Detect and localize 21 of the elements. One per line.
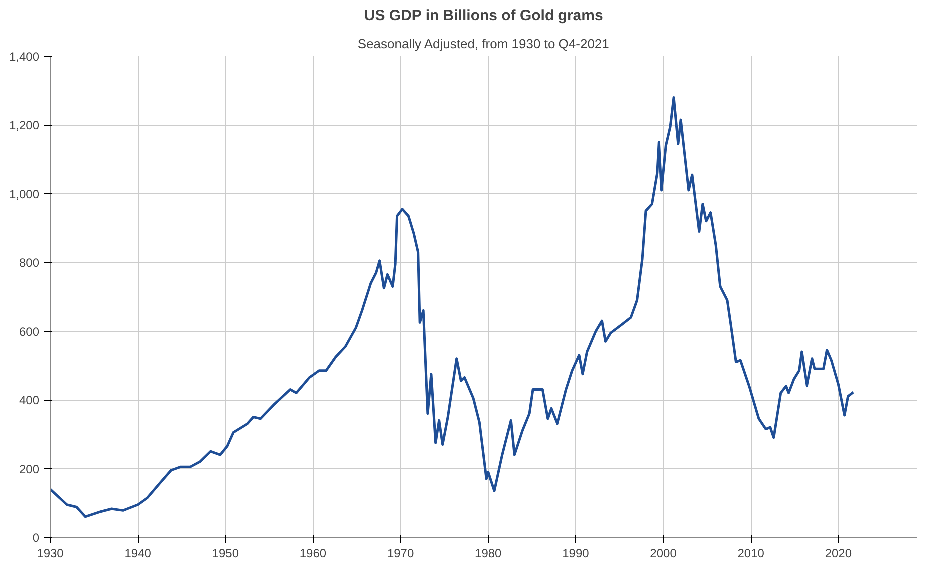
y-tick-label: 0 — [32, 531, 40, 545]
chart-title: US GDP in Billions of Gold grams — [364, 8, 604, 24]
y-tick-label: 200 — [19, 462, 40, 476]
y-tick-label: 600 — [19, 324, 40, 339]
x-tick-label: 2020 — [825, 546, 852, 560]
y-tick-label: 400 — [19, 394, 40, 408]
x-tick-label: 1960 — [300, 546, 327, 560]
x-tick-label: 1930 — [37, 546, 64, 560]
y-tick-label: 1,200 — [9, 118, 40, 133]
x-tick-label: 1990 — [562, 546, 590, 560]
line-series — [50, 96, 855, 518]
x-tick-label: 1940 — [124, 546, 152, 560]
y-tick-label: 1,400 — [9, 50, 40, 64]
x-tick-label: 1950 — [212, 546, 240, 560]
x-tick-label: 1980 — [475, 546, 502, 560]
x-tick-label: 1970 — [387, 546, 414, 560]
y-tick-label: 800 — [19, 256, 40, 270]
y-tick-label: 1,000 — [9, 187, 40, 202]
chart-subtitle: Seasonally Adjusted, from 1930 to Q4-2021 — [358, 36, 610, 52]
x-tick-label: 2000 — [650, 546, 678, 560]
x-tick-label: 2010 — [738, 546, 765, 560]
